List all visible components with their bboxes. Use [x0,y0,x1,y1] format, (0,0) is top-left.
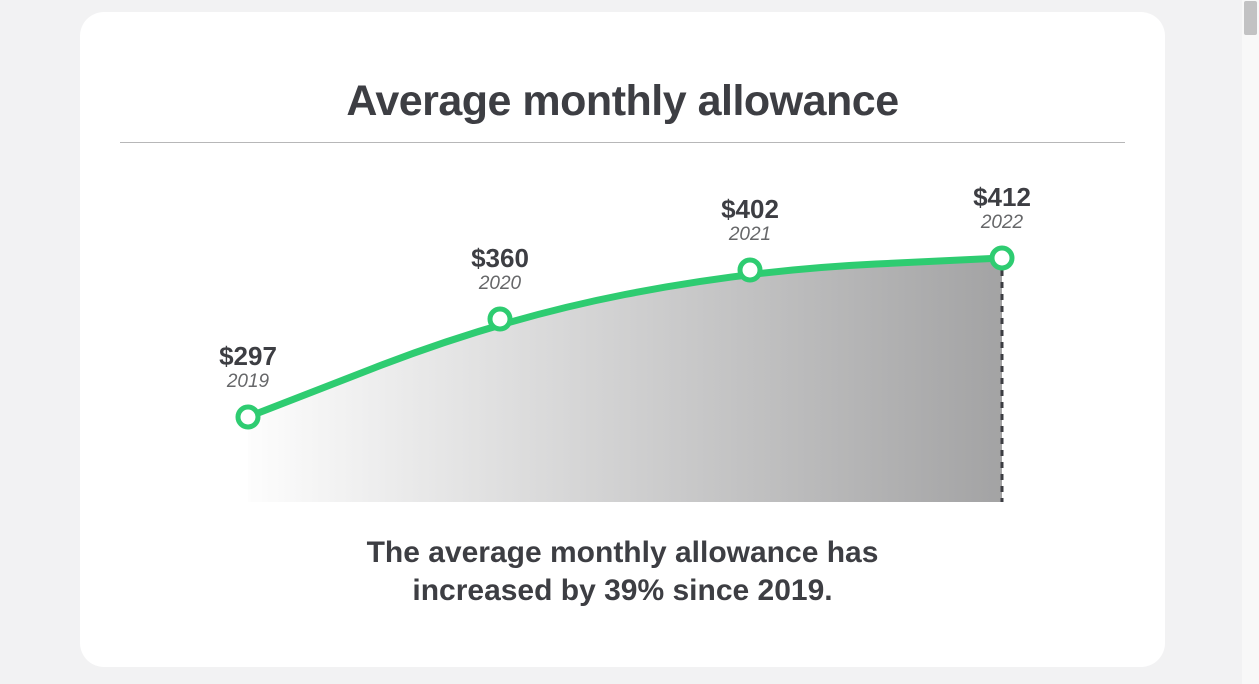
line-chart: $2972019 $3602020 $4022021 $4122022 [210,167,1040,522]
value-label: $297 [219,341,277,371]
data-point [992,248,1012,268]
value-label: $412 [973,182,1031,212]
value-label: $360 [471,243,529,273]
value-label: $402 [721,194,779,224]
year-label: 2019 [226,371,270,392]
data-point [490,309,510,329]
chart-caption: The average monthly allowance hasincreas… [80,534,1165,609]
chart-title: Average monthly allowance [80,77,1165,126]
scrollbar-track[interactable] [1242,0,1259,684]
scrollbar-thumb[interactable] [1244,1,1257,35]
data-point [740,260,760,280]
year-label: 2020 [478,273,522,294]
title-divider [120,142,1125,143]
chart-card: Average monthly allowance $2972019$36020… [80,12,1165,667]
data-point [238,407,258,427]
year-label: 2022 [980,212,1024,233]
year-label: 2021 [728,224,771,245]
